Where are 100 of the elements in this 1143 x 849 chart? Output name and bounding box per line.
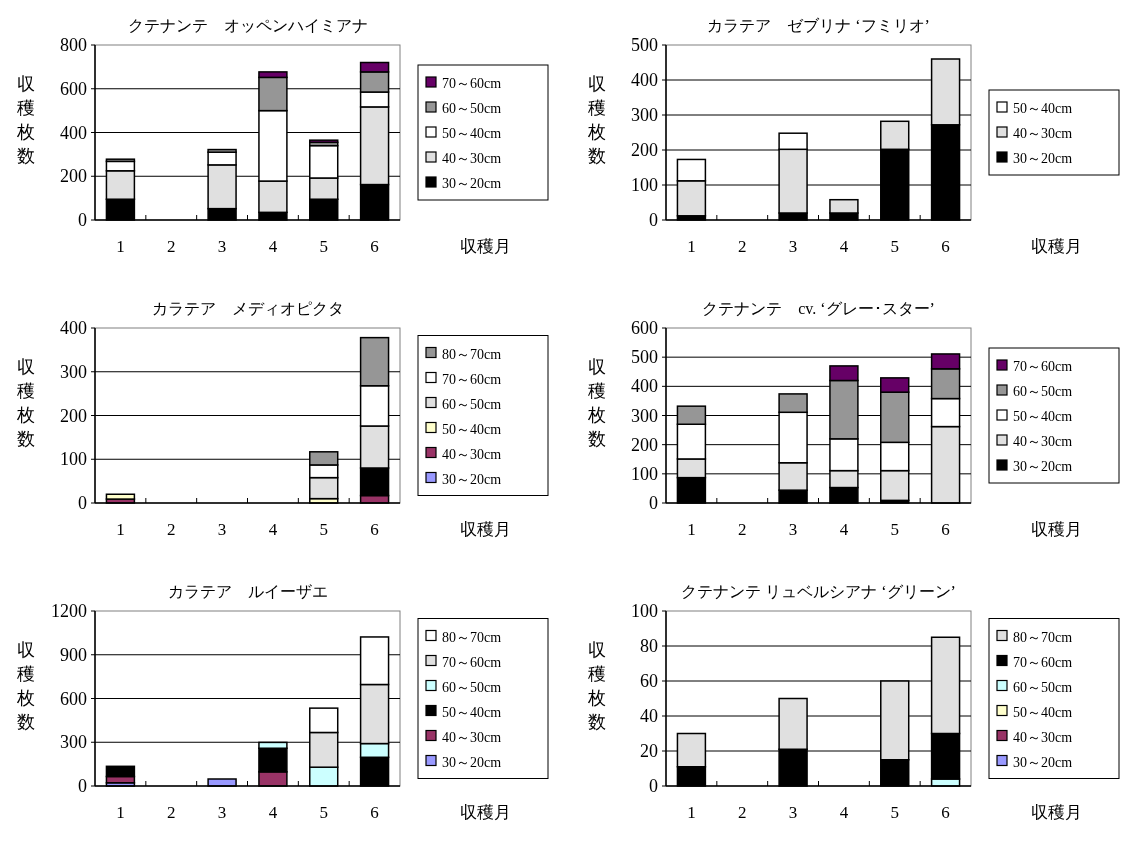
x-axis-title: 収穫月 [1031, 237, 1082, 256]
x-tick-label: 1 [116, 803, 125, 822]
legend-label: 70～60cm [442, 76, 502, 91]
y-tick-label: 200 [60, 166, 87, 187]
x-tick-label: 4 [268, 520, 278, 539]
x-tick-label: 4 [268, 803, 278, 822]
x-tick-label: 1 [116, 237, 125, 256]
x-tick-label: 3 [788, 803, 798, 822]
y-tick-label: 20 [640, 741, 658, 761]
y-tick-label: 200 [631, 140, 658, 160]
y-tick-label: 80 [640, 636, 658, 656]
legend-label: 50～40cm [442, 704, 502, 720]
y-tick-label: 0 [78, 210, 87, 230]
x-tick-label: 3 [217, 803, 227, 822]
legend-label: 80～70cm [1013, 629, 1073, 645]
legend-label: 30～20cm [442, 471, 502, 487]
x-tick-label: 5 [319, 520, 328, 539]
y-tick-label: 1200 [51, 601, 87, 621]
x-tick-label: 3 [217, 237, 227, 256]
y-tick-label: 400 [631, 376, 658, 397]
y-tick-label: 200 [60, 405, 87, 426]
y-tick-label: 0 [78, 493, 87, 513]
x-tick-label: 5 [890, 237, 899, 256]
x-tick-label: 6 [370, 520, 379, 539]
x-tick-label: 2 [167, 520, 176, 539]
x-tick-label: 2 [738, 237, 747, 256]
y-tick-label: 600 [60, 78, 87, 99]
legend-label: 60～50cm [1013, 384, 1073, 399]
y-tick-label: 0 [649, 210, 658, 230]
legend-label: 50～40cm [1013, 704, 1073, 720]
x-tick-label: 6 [941, 237, 950, 256]
y-tick-label: 600 [60, 688, 87, 709]
legend-label: 60～50cm [442, 101, 502, 116]
y-axis-title: 収穫枚数 [16, 640, 35, 732]
y-tick-label: 500 [631, 35, 658, 55]
legend-label: 50～40cm [1013, 101, 1073, 116]
x-tick-label: 1 [687, 520, 696, 539]
x-tick-label: 5 [890, 520, 899, 539]
chart-title: クテナンテ cv. ‘グレー･スター’ [702, 300, 935, 317]
y-tick-label: 300 [631, 105, 658, 125]
y-tick-label: 300 [631, 405, 658, 426]
x-axis-title: 収穫月 [1031, 520, 1082, 539]
x-tick-label: 2 [738, 803, 747, 822]
legend-label: 40～30cm [1013, 126, 1073, 141]
legend-label: 40～30cm [442, 151, 502, 166]
y-tick-label: 0 [78, 776, 87, 796]
y-tick-label: 200 [631, 434, 658, 455]
x-tick-label: 5 [890, 803, 899, 822]
chart-title: クテナンテ オッペンハイミアナ [127, 17, 368, 34]
x-tick-label: 5 [319, 237, 328, 256]
legend-label: 70～60cm [442, 654, 502, 670]
x-tick-label: 5 [319, 803, 328, 822]
x-axis-title: 収穫月 [1031, 803, 1082, 822]
legend-label: 30～20cm [1013, 151, 1073, 166]
chart-title: カラテア ゼブリナ ‘フミリオ’ [707, 17, 930, 34]
legend-label: 60～50cm [442, 679, 502, 695]
y-tick-label: 900 [60, 644, 87, 665]
x-axis-title: 収穫月 [460, 520, 511, 539]
x-tick-label: 3 [788, 237, 798, 256]
chart-title: カラテア メディオピクタ [151, 300, 344, 317]
legend-label: 60～50cm [1013, 679, 1073, 695]
legend-label: 80～70cm [442, 629, 502, 645]
legend-label: 80～70cm [442, 346, 502, 362]
x-tick-label: 6 [941, 803, 950, 822]
legend-label: 70～60cm [1013, 359, 1073, 374]
x-axis-title: 収穫月 [460, 803, 511, 822]
x-tick-label: 2 [167, 237, 176, 256]
x-tick-label: 4 [268, 237, 278, 256]
legend-label: 50～40cm [442, 126, 502, 141]
legend-label: 40～30cm [442, 446, 502, 462]
y-tick-label: 0 [649, 776, 658, 796]
legend-label: 30～20cm [1013, 459, 1073, 474]
x-axis-title: 収穫月 [460, 237, 511, 256]
y-axis-title: 収穫枚数 [16, 357, 35, 449]
x-tick-label: 6 [370, 803, 379, 822]
x-tick-label: 1 [687, 237, 696, 256]
y-tick-label: 400 [60, 122, 87, 143]
x-tick-label: 2 [167, 803, 176, 822]
y-tick-label: 400 [60, 318, 87, 338]
legend-label: 30～20cm [1013, 754, 1073, 770]
legend-label: 60～50cm [442, 396, 502, 412]
legend-label: 30～20cm [442, 176, 502, 191]
x-tick-label: 2 [738, 520, 747, 539]
y-tick-label: 100 [631, 601, 658, 621]
legend-label: 30～20cm [442, 754, 502, 770]
y-tick-label: 40 [640, 706, 658, 726]
chart-title: クテナンテ リュベルシアナ ‘グリーン’ [681, 583, 956, 600]
x-tick-label: 6 [370, 237, 379, 256]
legend-label: 40～30cm [1013, 729, 1073, 745]
y-axis-title: 収穫枚数 [587, 74, 606, 166]
legend-label: 70～60cm [1013, 654, 1073, 670]
y-tick-label: 300 [60, 732, 87, 753]
y-tick-label: 100 [631, 463, 658, 484]
x-tick-label: 3 [788, 520, 798, 539]
y-axis-title: 収穫枚数 [16, 74, 35, 166]
y-tick-label: 100 [60, 449, 87, 470]
y-tick-label: 500 [631, 347, 658, 368]
y-tick-label: 400 [631, 70, 658, 90]
legend-label: 50～40cm [442, 421, 502, 437]
x-tick-label: 1 [687, 803, 696, 822]
